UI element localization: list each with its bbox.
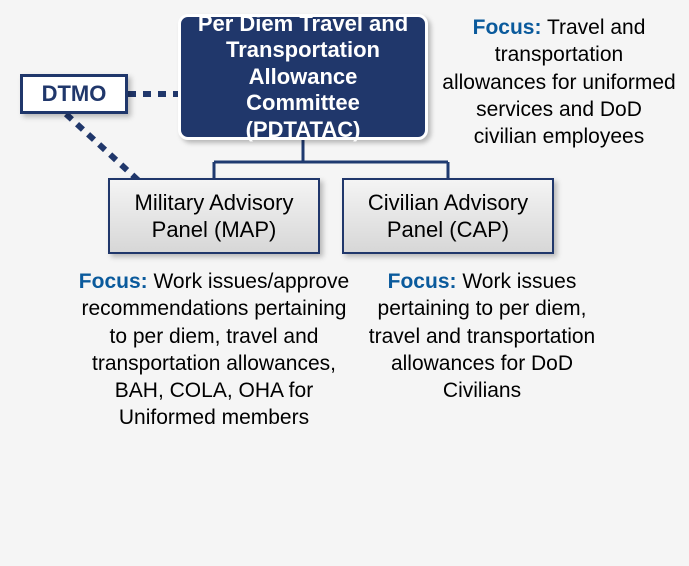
org-chart-canvas: Per Diem Travel and Transportation Allow… (0, 0, 689, 566)
cap-box: Civilian Advisory Panel (CAP) (342, 178, 554, 254)
map-focus-label: Focus: (79, 270, 148, 293)
map-title: Military Advisory Panel (MAP) (118, 189, 310, 244)
root-focus-label: Focus: (473, 16, 542, 39)
root-focus-annotation: Focus: Travel and transportation allowan… (442, 14, 676, 150)
root-committee-title: Per Diem Travel and Transportation Allow… (191, 11, 415, 143)
cap-focus-label: Focus: (388, 270, 457, 293)
dtmo-box: DTMO (20, 74, 128, 114)
map-focus-annotation: Focus: Work issues/approve recommendatio… (76, 268, 352, 432)
dtmo-label: DTMO (42, 81, 107, 107)
root-committee-box: Per Diem Travel and Transportation Allow… (178, 14, 428, 140)
map-focus-text: Work issues/approve recommendations pert… (82, 270, 350, 429)
cap-title: Civilian Advisory Panel (CAP) (352, 189, 544, 244)
map-box: Military Advisory Panel (MAP) (108, 178, 320, 254)
cap-focus-annotation: Focus: Work issues pertaining to per die… (368, 268, 596, 404)
